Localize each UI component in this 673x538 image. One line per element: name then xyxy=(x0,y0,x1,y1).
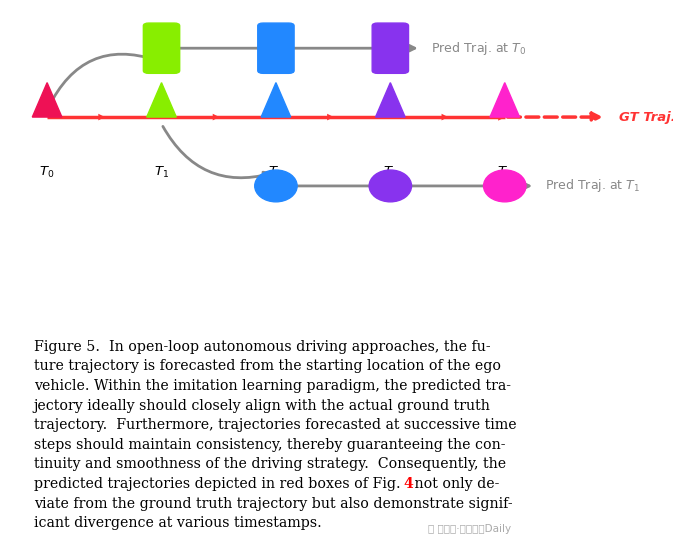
Text: tinuity and smoothness of the driving strategy.  Consequently, the: tinuity and smoothness of the driving st… xyxy=(34,457,506,471)
Polygon shape xyxy=(376,83,405,117)
Text: Pred Traj. at $T_1$: Pred Traj. at $T_1$ xyxy=(545,178,640,194)
Text: viate from the ground truth trajectory but also demonstrate signif-: viate from the ground truth trajectory b… xyxy=(34,497,512,511)
Text: $T_4$: $T_4$ xyxy=(497,165,512,180)
Ellipse shape xyxy=(369,170,411,202)
Text: 4: 4 xyxy=(404,477,413,491)
Text: ture trajectory is forecasted from the starting location of the ego: ture trajectory is forecasted from the s… xyxy=(34,359,501,373)
Text: $T_1$: $T_1$ xyxy=(154,165,169,180)
Text: Figure 5.  In open-loop autonomous driving approaches, the fu-: Figure 5. In open-loop autonomous drivin… xyxy=(34,339,490,353)
Text: $T_2$: $T_2$ xyxy=(269,165,283,180)
Text: jectory ideally should closely align with the actual ground truth: jectory ideally should closely align wit… xyxy=(34,399,491,413)
FancyBboxPatch shape xyxy=(143,23,180,73)
FancyBboxPatch shape xyxy=(258,23,294,73)
Polygon shape xyxy=(147,83,176,117)
Polygon shape xyxy=(490,83,520,117)
Ellipse shape xyxy=(254,170,297,202)
Polygon shape xyxy=(32,83,62,117)
Text: steps should maintain consistency, thereby guaranteeing the con-: steps should maintain consistency, there… xyxy=(34,438,505,452)
Text: $T_3$: $T_3$ xyxy=(383,165,398,180)
Text: trajectory.  Furthermore, trajectories forecasted at successive time: trajectory. Furthermore, trajectories fo… xyxy=(34,418,516,432)
Polygon shape xyxy=(261,83,291,117)
Text: predicted trajectories depicted in red boxes of Fig.: predicted trajectories depicted in red b… xyxy=(34,477,404,491)
Text: 🔵 公众号·自动驾驶Daily: 🔵 公众号·自动驾驶Daily xyxy=(428,524,511,534)
Text: Pred Traj. at $T_0$: Pred Traj. at $T_0$ xyxy=(431,40,526,56)
Ellipse shape xyxy=(483,170,526,202)
FancyBboxPatch shape xyxy=(372,23,409,73)
Text: icant divergence at various timestamps.: icant divergence at various timestamps. xyxy=(34,516,322,530)
Text: vehicle. Within the imitation learning paradigm, the predicted tra-: vehicle. Within the imitation learning p… xyxy=(34,379,511,393)
Text: $T_0$: $T_0$ xyxy=(40,165,55,180)
Text: GT Traj.: GT Traj. xyxy=(619,111,673,124)
Text: not only de-: not only de- xyxy=(411,477,500,491)
